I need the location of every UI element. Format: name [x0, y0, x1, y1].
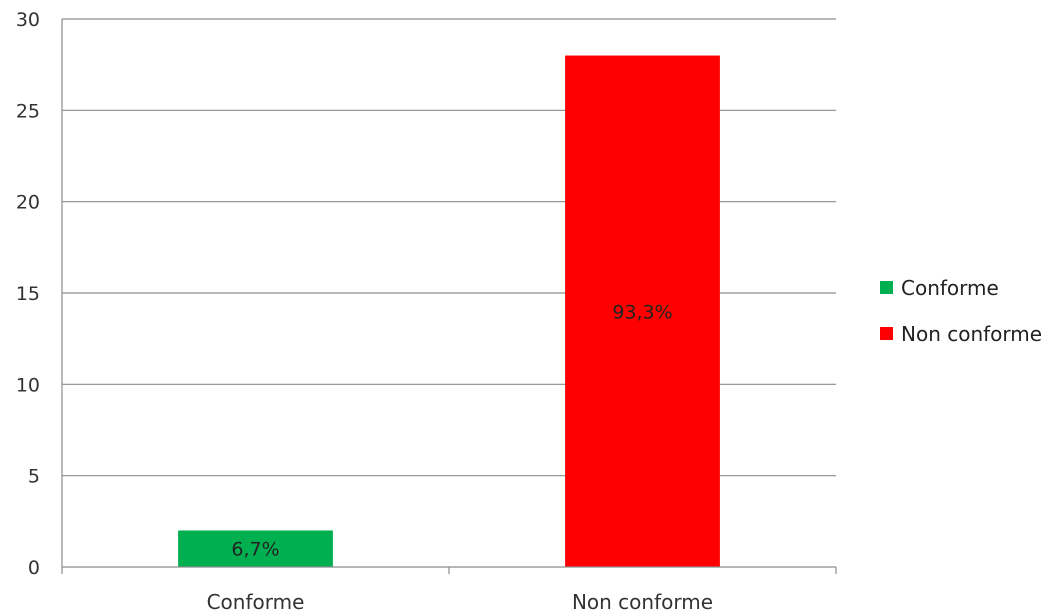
data-label: 6,7% [231, 539, 279, 561]
y-axis-ticks: 0 5 10 15 20 25 30 [16, 9, 40, 579]
legend-swatch [880, 327, 893, 340]
gridlines [62, 18, 836, 477]
y-tick-label: 10 [16, 374, 40, 396]
x-category-label: Non conforme [572, 590, 713, 614]
legend-label: Non conforme [901, 322, 1042, 346]
x-axis-categories: Conforme Non conforme [207, 590, 713, 614]
bar-non-conforme [565, 55, 720, 568]
x-category-label: Conforme [207, 590, 305, 614]
y-tick-label: 20 [16, 192, 40, 214]
data-label: 93,3% [612, 301, 672, 323]
y-tick-label: 25 [16, 100, 40, 122]
data-labels: 6,7% 93,3% [231, 301, 672, 560]
y-tick-label: 30 [16, 9, 40, 31]
legend-label: Conforme [901, 276, 999, 300]
y-tick-label: 5 [28, 466, 40, 488]
bar-conforme [178, 530, 333, 567]
bars [178, 55, 720, 568]
legend-swatch [880, 281, 893, 294]
x-axis [61, 19, 837, 574]
y-tick-label: 0 [28, 557, 40, 579]
y-tick-label: 15 [16, 283, 40, 305]
legend: Conforme Non conforme [880, 276, 1042, 346]
